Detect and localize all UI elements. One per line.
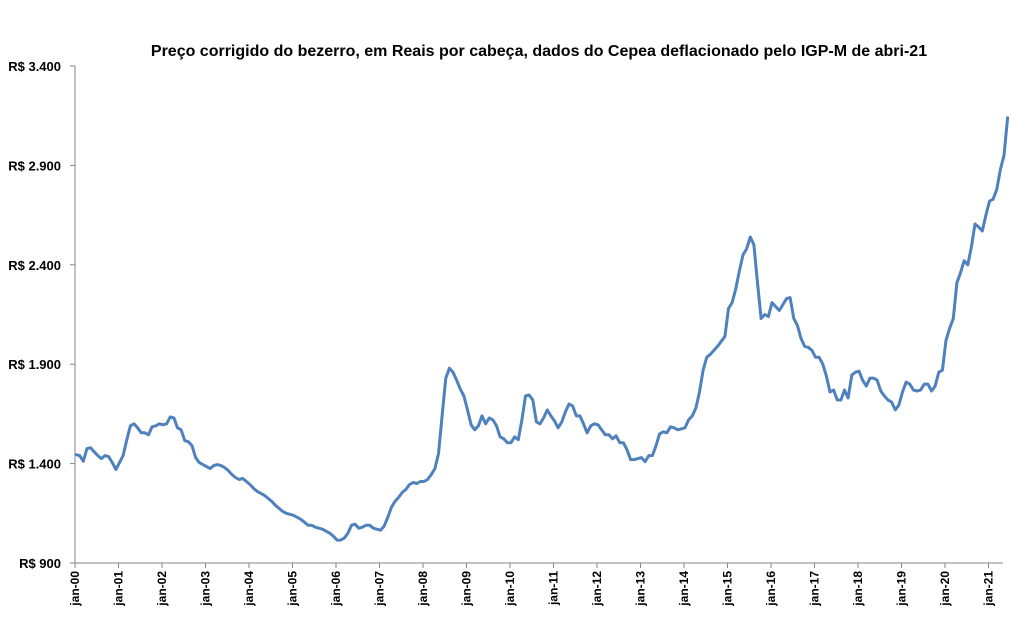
x-tick-label: jan-07	[373, 571, 387, 607]
y-tick-label: R$ 1.400	[8, 457, 61, 472]
y-axis: R$ 900 R$ 1.400 R$ 1.900 R$ 2.400 R$ 2.900 R$…	[8, 59, 76, 571]
x-tick-label: jan-11	[547, 571, 561, 606]
x-tick-label: jan-01	[112, 571, 126, 607]
x-tick-label: jan-20	[938, 571, 952, 607]
x-tick-label: jan-12	[590, 571, 604, 607]
x-tick-label: jan-03	[199, 571, 213, 607]
x-tick-label: jan-15	[721, 571, 735, 607]
chart-title: Preço corrigido do bezerro, em Reais por…	[151, 43, 927, 60]
y-tick-label: R$ 900	[19, 556, 61, 571]
x-tick-label: jan-17	[808, 571, 822, 607]
x-tick-label: jan-21	[982, 571, 996, 607]
x-axis: jan-00 jan-01 jan-02 jan-03 jan-04 jan-05 jan-…	[68, 562, 1003, 607]
x-tick-label: jan-19	[895, 571, 909, 607]
x-tick-label: jan-16	[764, 571, 778, 607]
x-tick-label: jan-02	[155, 571, 169, 607]
x-tick-label: jan-13	[634, 571, 648, 607]
y-tick-label: R$ 2.400	[8, 258, 61, 273]
x-tick-label: jan-10	[503, 571, 517, 607]
x-tick-label: jan-14	[677, 571, 691, 607]
y-tick-label: R$ 3.400	[8, 59, 61, 74]
y-tick-label: R$ 2.900	[8, 158, 61, 173]
x-tick-label: jan-06	[329, 571, 343, 607]
series-layer	[74, 116, 1010, 542]
y-tick-label: R$ 1.900	[8, 357, 61, 372]
x-tick-label: jan-04	[242, 571, 256, 607]
x-tick-label: jan-08	[416, 571, 430, 607]
x-tick-label: jan-18	[851, 571, 865, 607]
x-tick-label: jan-00	[68, 571, 82, 607]
x-tick-label: jan-05	[286, 571, 300, 607]
series-line	[74, 116, 1010, 542]
x-tick-label: jan-09	[460, 571, 474, 607]
